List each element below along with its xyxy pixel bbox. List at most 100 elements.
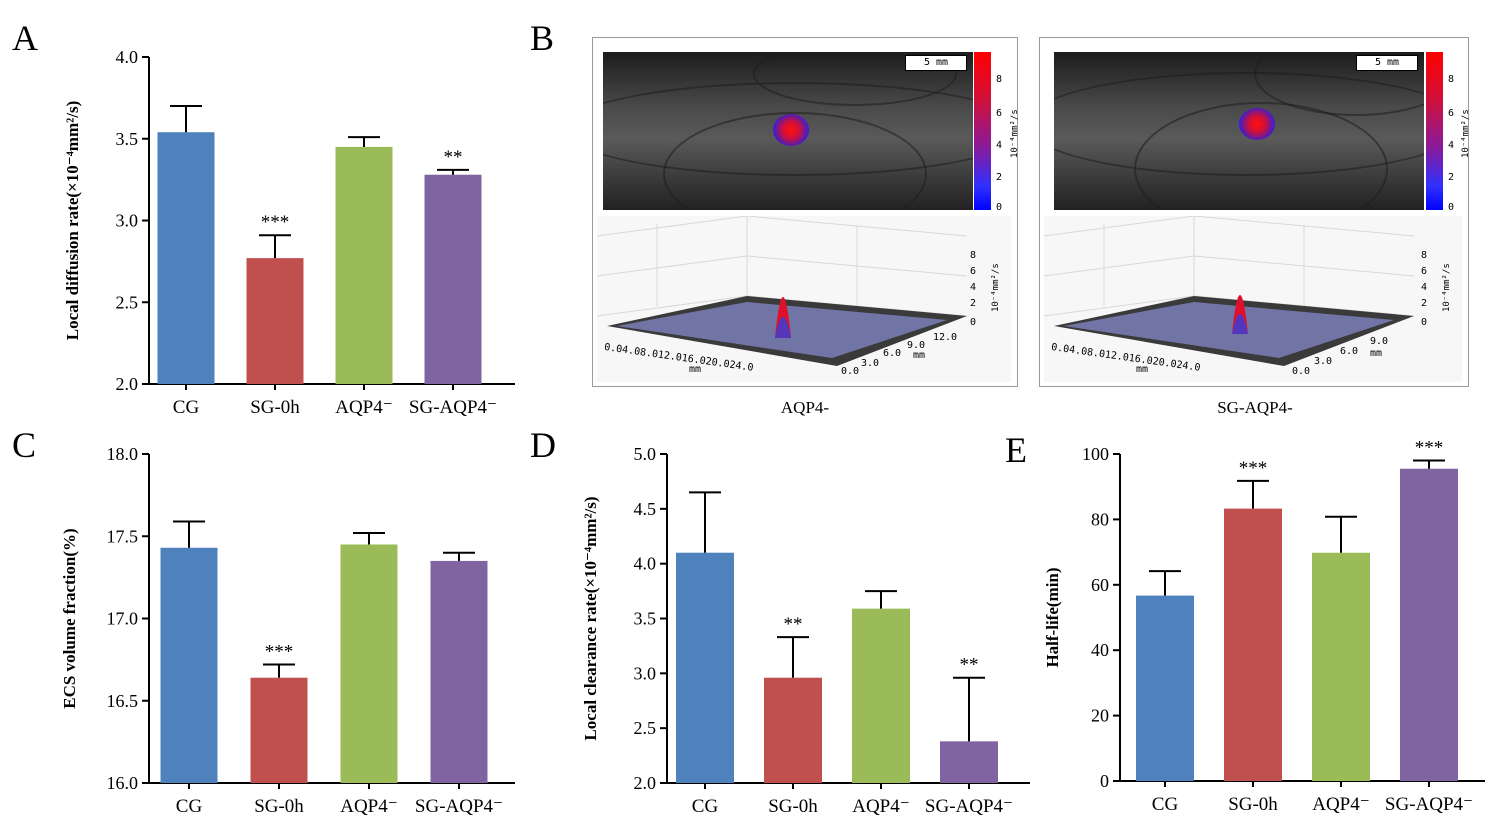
y-tick-label: 4.0 bbox=[634, 554, 657, 574]
y-axis-label: Local diffusion rate(×10⁻⁴mm²/s) bbox=[63, 101, 82, 340]
x-tick-label: SG-AQP4⁻ bbox=[1385, 794, 1473, 815]
colorbar bbox=[1426, 52, 1443, 210]
x-tick-label: SG-0h bbox=[254, 796, 304, 817]
colorbar-tick: 4 bbox=[996, 140, 1003, 151]
y-tick-label: 18.0 bbox=[107, 444, 139, 464]
x-tick-label: SG-AQP4⁻ bbox=[415, 796, 503, 817]
image-panel-aqp4: 5 mm 8 6 4 2 0 10⁻⁴mm²/s 8 6 4 2 0 10⁻⁴m… bbox=[592, 37, 1020, 387]
significance-label: *** bbox=[1415, 438, 1444, 459]
y-tick: 0.0 bbox=[841, 366, 860, 377]
x-tick-label: CG bbox=[176, 796, 203, 817]
panel-letter-E: E bbox=[1005, 430, 1027, 470]
y-tick-label: 16.5 bbox=[107, 691, 139, 711]
x-tick-label: SG-AQP4⁻ bbox=[925, 796, 1013, 817]
x-tick-label: SG-0h bbox=[1228, 794, 1278, 815]
y-tick-label: 100 bbox=[1082, 444, 1109, 464]
bar-sg-aqp4- bbox=[1400, 468, 1458, 781]
y-tick-label: 0 bbox=[1100, 771, 1109, 791]
x-tick-label: AQP4⁻ bbox=[340, 796, 398, 817]
y-tick-label: 4.0 bbox=[116, 47, 139, 67]
colorbar-tick: 0 bbox=[1448, 202, 1455, 213]
bar-cg bbox=[157, 132, 215, 384]
significance-label: ** bbox=[960, 655, 979, 676]
y-tick-label: 40 bbox=[1091, 640, 1109, 660]
mri-slice-aqp4 bbox=[603, 52, 973, 210]
x-tick-label: SG-0h bbox=[250, 397, 300, 418]
significance-label: ** bbox=[784, 614, 803, 635]
y-tick-label: 2.5 bbox=[116, 292, 139, 312]
image-panel-sg-aqp4: 5 mm 8 6 4 2 0 10⁻⁴mm²/s 8 6 4 2 0 10⁻⁴m… bbox=[1039, 37, 1471, 387]
y-tick: 6.0 bbox=[1340, 346, 1359, 357]
y-axis-label: mm bbox=[913, 350, 926, 361]
significance-label: *** bbox=[265, 642, 294, 663]
y-tick-label: 2.0 bbox=[116, 374, 139, 394]
scale-bar: 5 mm bbox=[905, 55, 967, 71]
y-axis-label: Local clearance rate(×10⁻⁴mm²/s) bbox=[581, 496, 600, 740]
z-tick: 2 bbox=[1421, 298, 1428, 309]
bar-aqp4- bbox=[1312, 552, 1370, 781]
bar-sg-aqp4- bbox=[430, 560, 488, 783]
panel-letter-D: D bbox=[530, 425, 556, 465]
y-tick-label: 3.5 bbox=[634, 609, 657, 629]
surface-plot-sg-aqp4: 8 6 4 2 0 10⁻⁴mm²/s 0.04.08.012.016.020.… bbox=[1044, 216, 1462, 382]
z-tick: 8 bbox=[970, 250, 977, 261]
y-tick-label: 16.0 bbox=[107, 773, 139, 793]
y-tick-label: 17.0 bbox=[107, 609, 139, 629]
scale-bar: 5 mm bbox=[1356, 55, 1418, 71]
z-tick: 4 bbox=[1421, 282, 1428, 293]
z-tick: 8 bbox=[1421, 250, 1428, 261]
panel-letter-B: B bbox=[530, 18, 554, 58]
y-tick: 9.0 bbox=[907, 340, 926, 351]
colorbar-tick: 6 bbox=[1448, 108, 1455, 119]
colorbar-tick: 2 bbox=[1448, 172, 1455, 183]
image-caption: AQP4- bbox=[780, 398, 830, 417]
tracer-hotspot bbox=[773, 114, 809, 146]
y-tick: 3.0 bbox=[861, 358, 880, 369]
y-tick-label: 3.5 bbox=[116, 129, 139, 149]
x-tick-label: SG-0h bbox=[768, 796, 818, 817]
bar-aqp4- bbox=[335, 146, 393, 384]
y-tick: 6.0 bbox=[883, 348, 902, 359]
colorbar-tick: 0 bbox=[996, 202, 1003, 213]
colorbar-tick: 8 bbox=[996, 74, 1003, 85]
bar-aqp4- bbox=[340, 544, 398, 783]
x-tick-label: AQP4⁻ bbox=[852, 796, 910, 817]
z-tick: 6 bbox=[1421, 266, 1428, 277]
x-tick-label: CG bbox=[173, 397, 200, 418]
colorbar bbox=[974, 52, 991, 210]
y-tick-label: 4.5 bbox=[634, 499, 657, 519]
significance-label: *** bbox=[261, 212, 290, 233]
y-tick-label: 60 bbox=[1091, 575, 1109, 595]
x-tick-label: CG bbox=[1152, 794, 1179, 815]
y-tick: 12.0 bbox=[933, 332, 958, 343]
significance-label: ** bbox=[444, 147, 463, 168]
y-axis-label: mm bbox=[1370, 348, 1383, 359]
y-axis-label: Half-life(min) bbox=[1043, 567, 1062, 667]
bar-cg bbox=[1136, 595, 1194, 781]
surface-plot-aqp4: 8 6 4 2 0 10⁻⁴mm²/s 0.04.08.012.016.020.… bbox=[597, 216, 1011, 382]
panel-letter-C: C bbox=[12, 425, 36, 465]
x-axis-label: mm bbox=[689, 364, 702, 375]
y-tick-label: 20 bbox=[1091, 706, 1109, 726]
colorbar-tick: 6 bbox=[996, 108, 1003, 119]
bar-sg-0h bbox=[250, 677, 308, 783]
y-tick-label: 17.5 bbox=[107, 526, 139, 546]
panel-letter-A: A bbox=[12, 18, 38, 58]
y-axis-label: ECS volume fraction(%) bbox=[60, 528, 79, 708]
significance-label: *** bbox=[1239, 458, 1268, 479]
colorbar-tick: 2 bbox=[996, 172, 1003, 183]
bar-sg-0h bbox=[246, 258, 304, 384]
tracer-hotspot bbox=[1239, 108, 1275, 140]
z-tick: 0 bbox=[1421, 317, 1428, 328]
bar-sg-0h bbox=[764, 677, 822, 783]
y-tick-label: 3.0 bbox=[634, 663, 657, 683]
x-tick-label: CG bbox=[692, 796, 719, 817]
z-tick: 6 bbox=[970, 266, 977, 277]
bar-sg-aqp4- bbox=[940, 741, 998, 783]
z-tick: 4 bbox=[970, 282, 977, 293]
bar-sg-0h bbox=[1224, 508, 1282, 781]
bar-sg-aqp4- bbox=[424, 174, 482, 384]
x-tick-label: AQP4⁻ bbox=[335, 397, 393, 418]
z-tick: 0 bbox=[970, 317, 977, 328]
